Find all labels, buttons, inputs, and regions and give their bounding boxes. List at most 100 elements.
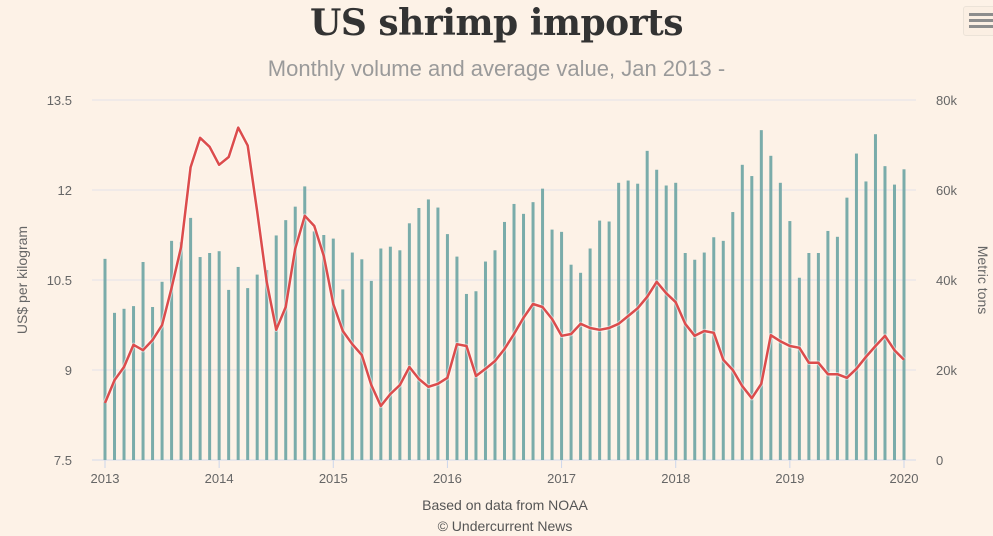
volume-bar[interactable]: [769, 155, 773, 461]
volume-bar[interactable]: [255, 274, 259, 460]
volume-bar[interactable]: [788, 221, 792, 460]
volume-bar[interactable]: [246, 288, 250, 460]
volume-bar[interactable]: [807, 253, 811, 460]
volume-bar[interactable]: [170, 240, 174, 460]
price-line-path[interactable]: [103, 126, 905, 408]
volume-bar[interactable]: [864, 181, 868, 460]
volume-bar[interactable]: [636, 183, 640, 460]
volume-bar[interactable]: [388, 246, 392, 460]
volume-bar[interactable]: [531, 202, 535, 460]
volume-bar[interactable]: [151, 307, 155, 460]
volume-bar[interactable]: [816, 253, 820, 460]
volume-bar[interactable]: [588, 248, 592, 461]
volume-bar[interactable]: [303, 186, 307, 460]
volume-bar[interactable]: [550, 229, 554, 460]
volume-bar[interactable]: [113, 312, 117, 460]
volume-bar[interactable]: [854, 153, 858, 461]
x-tick-label: 2016: [433, 471, 462, 486]
volume-bar[interactable]: [198, 257, 202, 460]
volume-bar[interactable]: [598, 220, 602, 460]
volume-bar[interactable]: [483, 261, 487, 460]
volume-bar[interactable]: [265, 270, 269, 460]
y-left-tick-label: 9: [65, 363, 72, 378]
volume-bar[interactable]: [693, 259, 697, 460]
volume-bar[interactable]: [217, 251, 221, 460]
volume-bars: [103, 130, 906, 461]
volume-bar[interactable]: [835, 236, 839, 460]
volume-bar[interactable]: [455, 256, 459, 460]
chart-subtitle: Monthly volume and average value, Jan 20…: [267, 56, 726, 81]
volume-bar[interactable]: [436, 207, 440, 460]
volume-bar[interactable]: [702, 252, 706, 460]
y-right-tick-label: 60k: [936, 183, 957, 198]
x-tick-label: 2015: [319, 471, 348, 486]
volume-bar[interactable]: [731, 212, 735, 460]
volume-bar[interactable]: [284, 220, 288, 460]
volume-bar[interactable]: [750, 176, 754, 461]
y-left-tick-label: 10.5: [47, 273, 72, 288]
volume-bar[interactable]: [569, 264, 573, 460]
volume-bar[interactable]: [902, 169, 906, 461]
volume-bar[interactable]: [341, 289, 345, 460]
credit-copyright: © Undercurrent News: [438, 518, 573, 534]
volume-bar[interactable]: [274, 235, 278, 460]
volume-bar[interactable]: [426, 199, 430, 460]
volume-bar[interactable]: [189, 217, 193, 460]
volume-bar[interactable]: [293, 206, 297, 460]
volume-bar[interactable]: [331, 238, 335, 460]
volume-bar[interactable]: [778, 182, 782, 461]
volume-bar[interactable]: [493, 250, 497, 460]
volume-bar[interactable]: [179, 242, 183, 460]
hamburger-menu-icon: [969, 25, 993, 28]
volume-bar[interactable]: [541, 188, 545, 460]
volume-bar[interactable]: [322, 235, 326, 460]
volume-bar[interactable]: [103, 258, 107, 460]
volume-bar[interactable]: [350, 252, 354, 460]
volume-bar[interactable]: [132, 306, 136, 460]
volume-bar[interactable]: [712, 237, 716, 460]
x-tick-label: 2013: [91, 471, 120, 486]
volume-bar[interactable]: [312, 231, 316, 460]
volume-bar[interactable]: [664, 185, 668, 461]
volume-bar[interactable]: [759, 130, 763, 460]
x-tick-label: 2014: [205, 471, 234, 486]
volume-bar[interactable]: [721, 240, 725, 460]
y-axis-right-title: Metric tons: [975, 246, 991, 314]
y-axis-left: 7.5 9 10.5 12 13.5: [47, 93, 72, 468]
volume-bar[interactable]: [560, 231, 564, 460]
volume-bar[interactable]: [683, 253, 687, 460]
volume-bar[interactable]: [236, 266, 240, 460]
volume-bar[interactable]: [503, 221, 506, 460]
volume-bar[interactable]: [522, 213, 526, 460]
volume-bar[interactable]: [160, 281, 164, 460]
volume-bar[interactable]: [141, 262, 145, 460]
volume-bar[interactable]: [883, 166, 887, 460]
volume-bar[interactable]: [873, 134, 877, 460]
volume-bar[interactable]: [674, 182, 678, 461]
volume-bar[interactable]: [227, 289, 231, 460]
volume-bar[interactable]: [417, 208, 421, 460]
volume-bar[interactable]: [398, 250, 402, 460]
y-left-tick-label: 13.5: [47, 93, 72, 108]
volume-bar[interactable]: [740, 164, 744, 461]
y-left-tick-label: 7.5: [54, 453, 72, 468]
volume-bar[interactable]: [369, 280, 373, 460]
volume-bar[interactable]: [892, 184, 896, 460]
volume-bar[interactable]: [797, 277, 801, 460]
volume-bar[interactable]: [845, 197, 849, 460]
volume-bar[interactable]: [579, 272, 583, 460]
volume-bar[interactable]: [379, 248, 383, 461]
volume-bar[interactable]: [464, 293, 468, 460]
volume-bar[interactable]: [122, 308, 126, 460]
chart-menu-button[interactable]: [963, 6, 993, 36]
volume-bar[interactable]: [626, 180, 630, 461]
volume-bar[interactable]: [445, 234, 449, 460]
volume-bar[interactable]: [607, 221, 611, 461]
volume-bar[interactable]: [645, 150, 649, 460]
volume-bar[interactable]: [826, 230, 830, 460]
volume-bar[interactable]: [208, 253, 212, 460]
volume-bar[interactable]: [407, 223, 411, 460]
hamburger-menu-icon: [969, 13, 993, 16]
y-right-tick-label: 40k: [936, 273, 957, 288]
volume-bar[interactable]: [655, 169, 659, 460]
